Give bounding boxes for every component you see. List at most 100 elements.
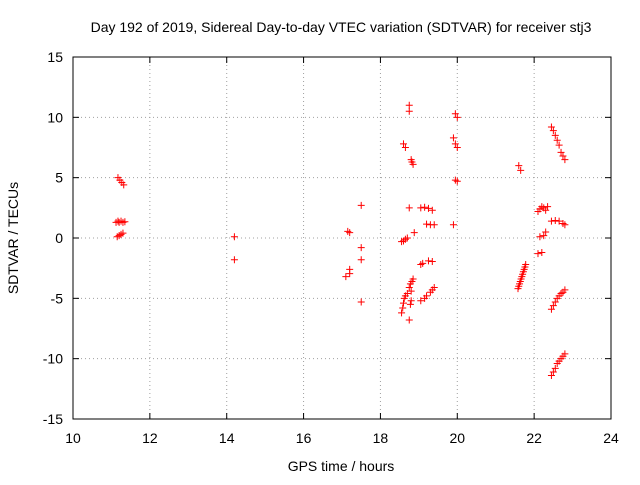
data-point	[421, 203, 429, 211]
data-point	[405, 101, 413, 109]
data-point	[399, 140, 407, 148]
data-point	[409, 275, 417, 283]
chart-title: Day 192 of 2019, Sidereal Day-to-day VTE…	[91, 19, 592, 35]
data-point	[549, 302, 557, 310]
data-point	[515, 162, 523, 170]
data-point	[522, 261, 530, 269]
data-point	[357, 201, 365, 209]
data-point	[401, 144, 409, 151]
data-point	[549, 127, 557, 135]
data-point	[405, 316, 413, 324]
data-point	[230, 256, 238, 264]
data-point	[551, 131, 559, 139]
data-point	[547, 305, 555, 313]
data-point	[344, 227, 352, 235]
data-point	[538, 248, 546, 256]
data-point	[117, 217, 125, 225]
data-point	[409, 160, 417, 168]
data-point	[407, 287, 415, 295]
data-point	[424, 257, 432, 265]
data-point	[423, 292, 431, 300]
data-point	[406, 300, 414, 308]
data-point	[555, 217, 563, 225]
y-tick-label: 10	[47, 109, 63, 125]
data-point	[398, 309, 406, 317]
y-tick-label: 5	[55, 170, 63, 186]
data-point	[559, 152, 567, 160]
data-point	[120, 181, 128, 189]
data-point	[119, 229, 127, 237]
y-tick-label: -5	[51, 290, 64, 306]
data-point	[561, 221, 569, 229]
data-point	[451, 110, 459, 118]
data-point	[399, 304, 407, 312]
grid	[73, 57, 611, 419]
data-point	[451, 140, 459, 148]
data-point	[428, 258, 436, 266]
data-point	[357, 256, 365, 264]
data-point	[542, 206, 550, 214]
y-axis-label: SDTVAR / TECUs	[5, 182, 21, 294]
data-point	[544, 203, 552, 211]
x-tick-label: 22	[526, 430, 542, 446]
data-point	[547, 372, 555, 380]
data-point	[549, 368, 557, 376]
data-point	[423, 220, 431, 228]
data-point	[121, 218, 129, 226]
data-point	[405, 283, 413, 291]
data-point	[453, 144, 461, 151]
data-point	[547, 123, 555, 131]
data-point	[403, 290, 411, 298]
data-point	[407, 297, 415, 305]
data-point	[555, 141, 563, 149]
data-point	[357, 244, 365, 252]
data-point	[417, 261, 425, 269]
data-point	[230, 233, 238, 241]
data-point	[417, 204, 425, 212]
data-point	[449, 221, 457, 229]
data-point	[424, 204, 432, 212]
x-tick-label: 16	[296, 430, 312, 446]
x-tick-label: 24	[603, 430, 619, 446]
data-point	[342, 273, 350, 281]
x-tick-label: 14	[219, 430, 235, 446]
data-point	[399, 237, 407, 245]
x-tick-label: 20	[449, 430, 465, 446]
data-point	[561, 350, 569, 358]
data-point	[410, 229, 418, 237]
data-point	[534, 250, 542, 258]
data-point	[517, 166, 525, 174]
data-point	[405, 204, 413, 212]
y-tick-label: 0	[55, 230, 63, 246]
data-point	[551, 364, 559, 372]
x-tick-label: 18	[373, 430, 389, 446]
data-points	[112, 101, 569, 380]
data-point	[540, 232, 548, 240]
data-point	[557, 148, 565, 156]
data-point	[561, 286, 569, 294]
x-axis-label: GPS time / hours	[288, 458, 395, 474]
data-point	[449, 134, 457, 142]
data-point	[430, 221, 438, 229]
data-point	[453, 177, 461, 185]
data-point	[346, 270, 354, 278]
data-point	[453, 113, 461, 121]
x-tick-label: 10	[65, 430, 81, 446]
data-point	[428, 206, 436, 214]
data-point	[542, 228, 550, 236]
data-point	[119, 218, 127, 226]
y-tick-label: 15	[47, 49, 63, 65]
data-point	[561, 156, 569, 164]
data-point	[346, 229, 354, 237]
data-point	[399, 299, 407, 307]
data-point	[403, 234, 411, 242]
data-point	[430, 283, 438, 291]
data-point	[417, 297, 425, 305]
data-point	[551, 217, 559, 225]
data-point	[536, 233, 544, 241]
y-tick-label: -15	[43, 411, 63, 427]
data-point	[419, 259, 427, 267]
axis-ticks: 10 12 14 16 18 20 22 24 -15 -10 -5 0 5 10 15	[43, 49, 619, 446]
y-tick-label: -10	[43, 351, 63, 367]
